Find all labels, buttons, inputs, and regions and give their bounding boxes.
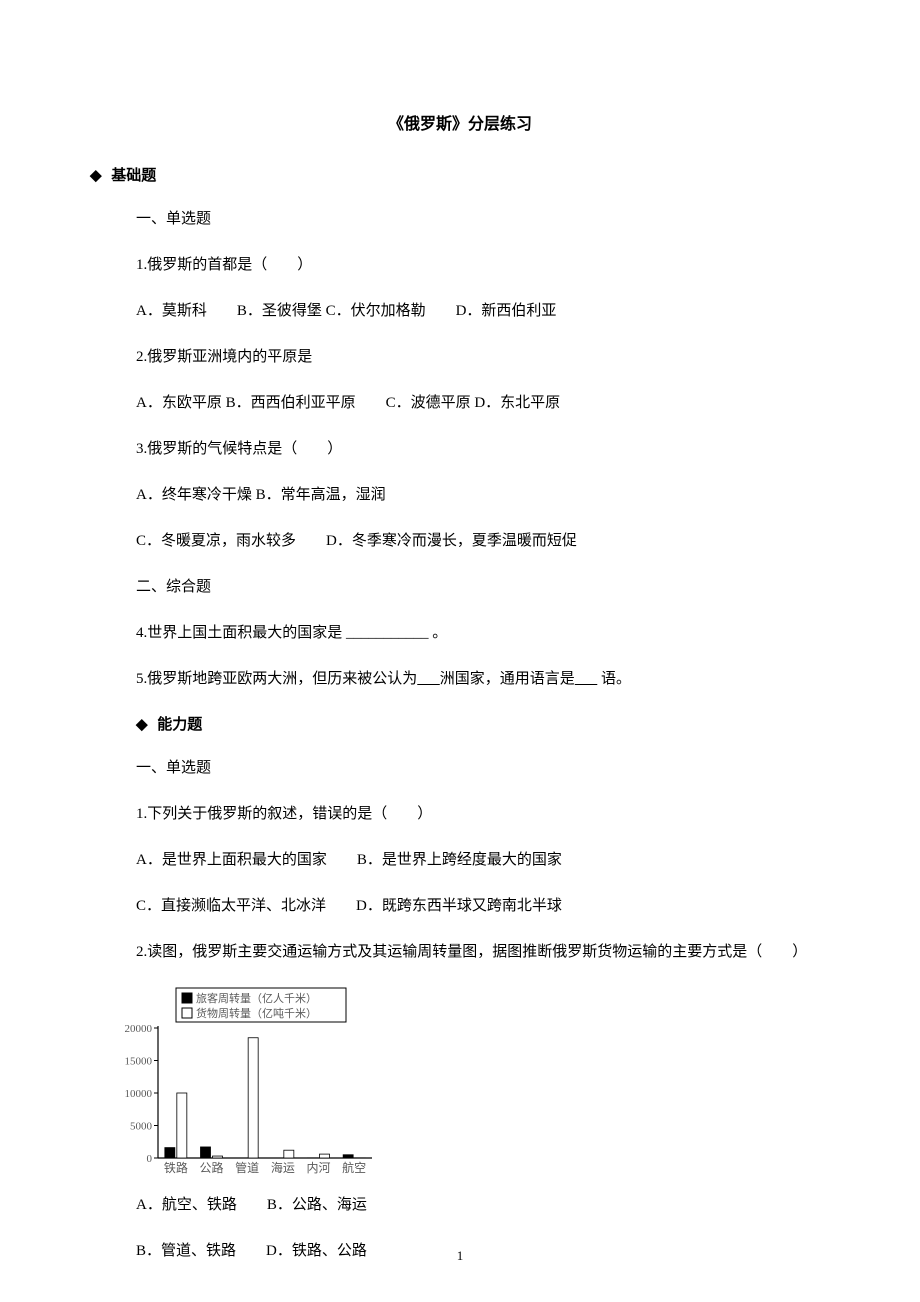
svg-text:海运: 海运: [271, 1160, 295, 1175]
question-3-options-1: A．终年寒冷干燥 B．常年高温，湿润: [136, 483, 830, 507]
svg-text:货物周转量（亿吨千米）: 货物周转量（亿吨千米）: [196, 1006, 317, 1020]
ability-question-2: 2.读图，俄罗斯主要交通运输方式及其运输周转量图，据图推断俄罗斯货物运输的主要方…: [136, 940, 830, 964]
blank-fill: [417, 671, 440, 687]
question-1-options: A．莫斯科 B．圣彼得堡 C．伏尔加格勒 D．新西伯利亚: [136, 299, 830, 323]
svg-text:10000: 10000: [125, 1088, 153, 1100]
subsection-comprehensive-label: 二、综合题: [136, 575, 830, 599]
question-3: 3.俄罗斯的气候特点是（ ）: [136, 437, 830, 461]
subsection-mcq2-label: 一、单选题: [136, 756, 830, 780]
section-basic-label: 基础题: [111, 168, 156, 184]
section-ability-header: ◆ 能力题: [136, 713, 830, 734]
transport-chart: 旅客周转量（亿人千米）货物周转量（亿吨千米） 0 5000 10000 15000 200…: [116, 986, 830, 1181]
ability-question-2-options-2: B．管道、铁路 D．铁路、公路: [136, 1239, 830, 1263]
question-3-options-2: C．冬暖夏凉，雨水较多 D．冬季寒冷而漫长，夏季温暖而短促: [136, 529, 830, 553]
ability-question-2-options-1: A．航空、铁路 B．公路、海运: [136, 1193, 830, 1217]
question-5-part-b: 洲国家，通用语言是: [440, 671, 575, 687]
svg-text:公路: 公路: [199, 1160, 223, 1175]
question-5: 5.俄罗斯地跨亚欧两大洲，但历来被公认为 洲国家，通用语言是 语。: [136, 667, 830, 691]
question-5-part-a: 5.俄罗斯地跨亚欧两大洲，但历来被公认为: [136, 671, 417, 687]
svg-text:15000: 15000: [125, 1056, 153, 1068]
section-basic-header: ◆ 基础题: [90, 164, 830, 185]
section-ability-label: 能力题: [157, 717, 202, 733]
question-2-options: A．东欧平原 B．西西伯利亚平原 C．波德平原 D．东北平原: [136, 391, 830, 415]
svg-text:管道: 管道: [235, 1160, 259, 1175]
ability-question-1-options-2: C．直接濒临太平洋、北冰洋 D．既跨东西半球又跨南北半球: [136, 894, 830, 918]
blank-fill: [575, 671, 598, 687]
svg-text:0: 0: [147, 1153, 153, 1165]
svg-text:旅客周转量（亿人千米）: 旅客周转量（亿人千米）: [196, 991, 317, 1005]
svg-text:20000: 20000: [125, 1023, 153, 1035]
bar-chart-svg: 旅客周转量（亿人千米）货物周转量（亿吨千米） 0 5000 10000 15000 200…: [116, 986, 378, 1176]
diamond-icon: ◆: [90, 166, 102, 185]
svg-text:航空: 航空: [342, 1160, 366, 1175]
question-4: 4.世界上国土面积最大的国家是 ___________ 。: [136, 621, 830, 645]
svg-text:铁路: 铁路: [164, 1160, 188, 1175]
ability-question-1: 1.下列关于俄罗斯的叙述，错误的是（ ）: [136, 802, 830, 826]
question-2: 2.俄罗斯亚洲境内的平原是: [136, 345, 830, 369]
svg-text:内河: 内河: [306, 1161, 330, 1175]
subsection-mcq-label: 一、单选题: [136, 207, 830, 231]
ability-question-1-options-1: A．是世界上面积最大的国家 B．是世界上跨经度最大的国家: [136, 848, 830, 872]
diamond-icon: ◆: [136, 715, 148, 734]
question-1: 1.俄罗斯的首都是（ ）: [136, 253, 830, 277]
svg-text:5000: 5000: [130, 1121, 153, 1133]
section-basic-content: 一、单选题 1.俄罗斯的首都是（ ） A．莫斯科 B．圣彼得堡 C．伏尔加格勒 …: [90, 207, 830, 1263]
page-number: 1: [457, 1248, 464, 1264]
document-title: 《俄罗斯》分层练习: [90, 110, 830, 134]
question-5-part-c: 语。: [597, 671, 631, 687]
